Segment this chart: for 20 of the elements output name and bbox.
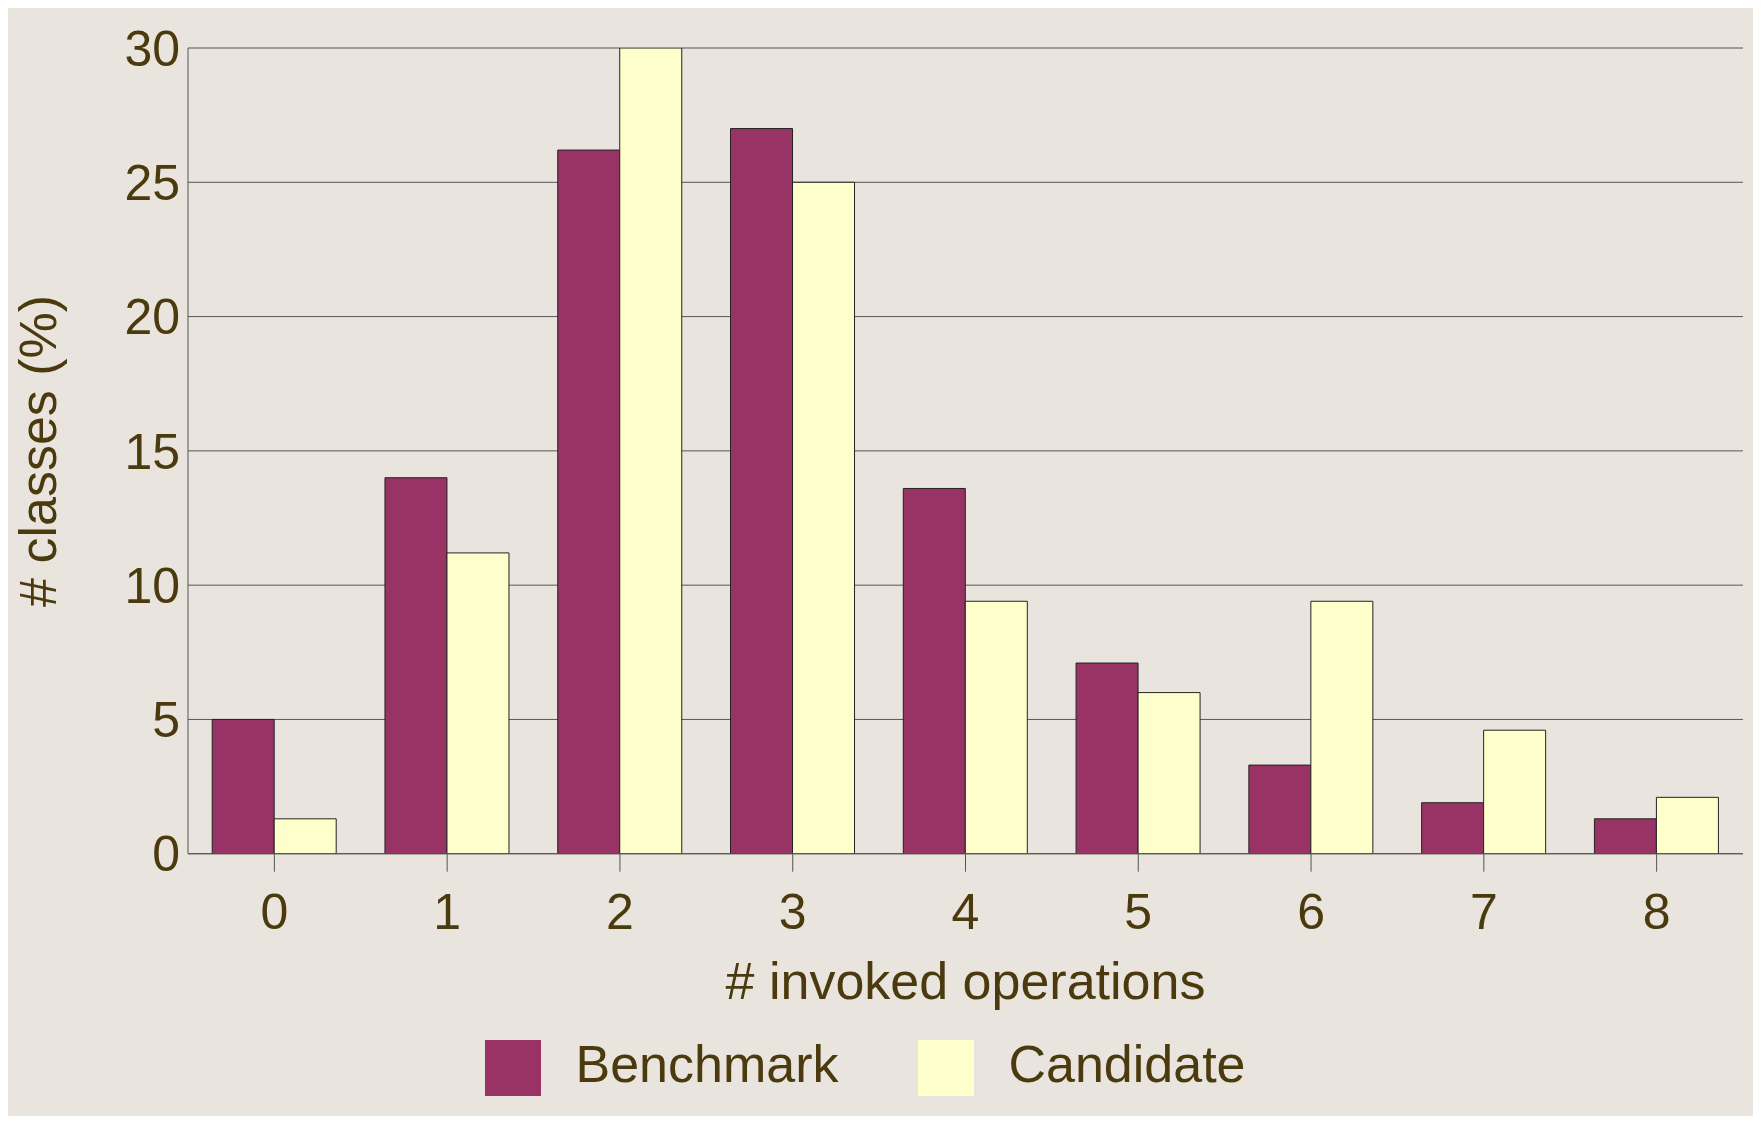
y-tick-label: 15: [124, 423, 180, 480]
legend-label: Benchmark: [575, 1034, 839, 1093]
y-tick-label: 20: [124, 289, 180, 346]
y-tick-label: 30: [124, 20, 180, 77]
x-tick-label: 7: [1469, 884, 1498, 941]
x-axis-title: # invoked operations: [725, 951, 1206, 1010]
y-tick-label: 25: [124, 155, 180, 212]
x-tick-label: 3: [778, 884, 807, 941]
x-tick-label: 2: [606, 884, 634, 941]
y-axis-title: # classes (%): [9, 294, 68, 607]
y-tick-label: 0: [152, 826, 180, 883]
x-tick-label: 5: [1124, 884, 1153, 941]
x-tick-label: 6: [1297, 884, 1325, 941]
y-tick-label: 5: [152, 692, 180, 749]
x-tick-label: 8: [1642, 884, 1671, 941]
x-tick-label: 1: [433, 884, 462, 941]
y-tick-label: 10: [124, 557, 180, 614]
x-tick-label: 0: [260, 884, 289, 941]
x-tick-label: 4: [951, 884, 980, 941]
legend-label: Candidate: [1008, 1034, 1246, 1093]
